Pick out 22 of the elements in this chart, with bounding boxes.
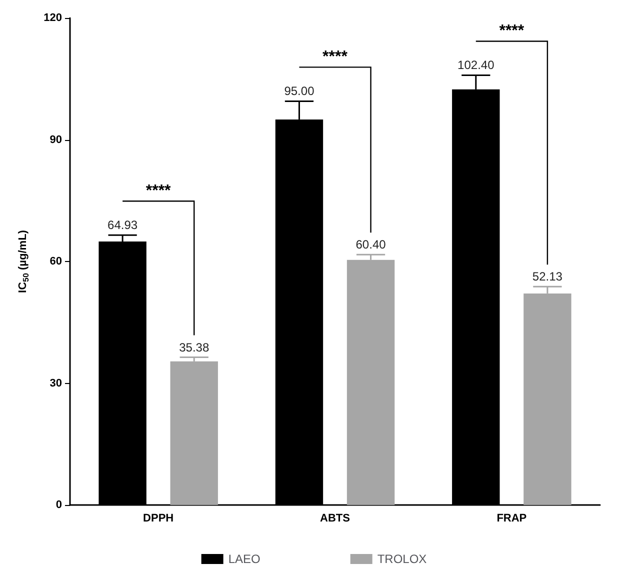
data-label: 60.40 [356, 238, 386, 252]
y-tick-label: 0 [56, 499, 62, 511]
y-tick-label: 90 [50, 134, 62, 146]
y-tick-label: 120 [44, 12, 62, 24]
x-tick-label: ABTS [320, 512, 350, 524]
x-tick-label: FRAP [496, 512, 527, 524]
annotation: **** [322, 48, 348, 66]
data-label: 102.40 [458, 58, 495, 72]
x-tick-label: DPPH [143, 512, 174, 524]
y-axis-title: IC50 (µg/mL) [17, 230, 30, 293]
bar [170, 361, 218, 505]
data-label: 52.13 [532, 270, 563, 284]
data-label: 95.00 [284, 84, 315, 98]
y-tick-label: 60 [50, 256, 62, 268]
legend-label: LAEO [228, 552, 260, 566]
y-tick-label: 30 [50, 377, 62, 390]
legend-label: TROLOX [377, 552, 427, 566]
bar [346, 260, 395, 505]
data-label: 64.93 [108, 218, 138, 232]
data-label: 35.38 [179, 340, 210, 354]
annotation: **** [499, 22, 525, 40]
annotation: **** [146, 182, 172, 200]
